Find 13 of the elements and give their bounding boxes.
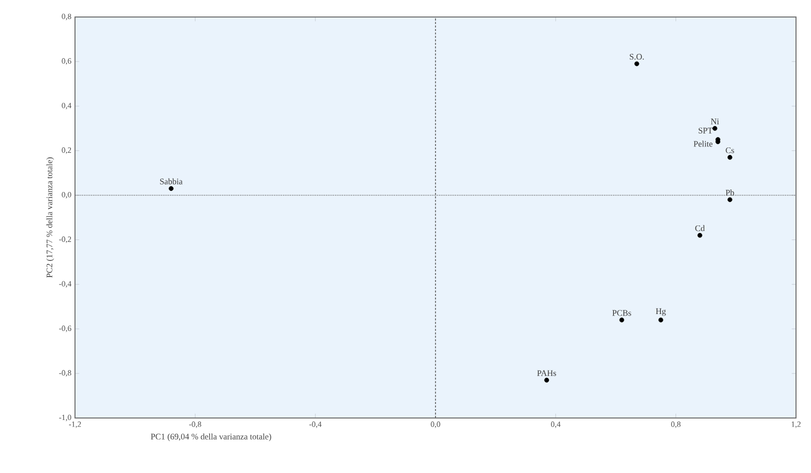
annotation: Cs <box>726 147 734 154</box>
y-axis-title: PC2 (17,77 % della varianza totale) <box>46 157 54 278</box>
annotation: SPT <box>698 128 713 134</box>
annotation: Sabbia <box>160 178 183 184</box>
annotation: Hg <box>656 308 666 316</box>
annotation: Pelite <box>694 140 712 147</box>
annotation: PAHs <box>537 370 556 376</box>
annotation: Pb <box>726 190 734 196</box>
annotation: Ni <box>710 118 719 124</box>
annotation: Cd <box>695 225 705 232</box>
x-axis-title: PC1 (69,04 % della varianza totale) <box>150 433 272 442</box>
annotation: PCBs <box>612 310 632 316</box>
annotation: S.O. <box>630 54 644 60</box>
